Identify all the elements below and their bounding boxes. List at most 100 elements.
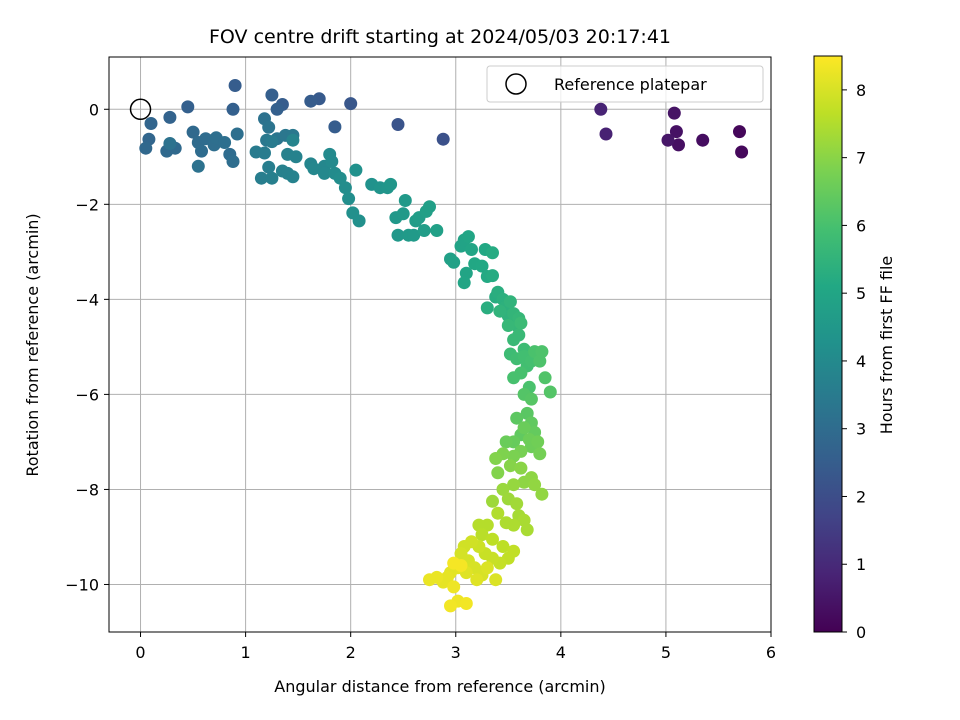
scatter-point	[486, 269, 499, 283]
scatter-point	[430, 224, 444, 237]
scatter-point	[501, 319, 515, 332]
plot-frame	[108, 56, 772, 633]
scatter-point	[338, 181, 352, 195]
y-tick-label: −4	[75, 290, 99, 309]
colorbar-ticks: 0 1 2 3 4 5 6 7 8	[842, 81, 866, 642]
scatter-points	[139, 79, 749, 613]
scatter-point	[398, 194, 412, 207]
scatter-point	[528, 478, 542, 492]
x-tick-label: 1	[241, 643, 251, 662]
scatter-point	[486, 532, 499, 546]
scatter-point	[507, 478, 521, 492]
scatter-point	[423, 200, 436, 214]
scatter-point	[594, 102, 608, 116]
scatter-point	[465, 243, 478, 256]
colorbar-tick-label: 4	[856, 352, 866, 371]
scatter-point	[195, 144, 208, 158]
scatter-point	[735, 145, 749, 159]
scatter-point	[535, 487, 549, 501]
legend-box	[486, 65, 764, 103]
scatter-point	[226, 102, 240, 116]
scatter-point	[496, 540, 510, 553]
scatter-point	[396, 207, 410, 221]
scatter-point	[181, 100, 195, 114]
scatter-point	[349, 163, 363, 177]
scatter-point	[533, 447, 547, 461]
scatter-point	[265, 88, 279, 102]
scatter-point	[489, 452, 503, 465]
legend: Reference platepar	[486, 65, 764, 103]
scatter-point	[599, 127, 613, 141]
scatter-point	[486, 246, 499, 260]
scatter-point	[447, 255, 461, 269]
y-tick-label: 0	[89, 100, 99, 119]
scatter-point	[480, 301, 494, 315]
scatter-point	[514, 461, 528, 475]
scatter-point	[475, 259, 489, 273]
y-tick-label: −2	[75, 195, 99, 214]
scatter-point	[265, 135, 279, 149]
scatter-point	[524, 392, 538, 406]
scatter-point	[507, 371, 521, 385]
scatter-point	[672, 138, 685, 152]
scatter-point	[325, 155, 339, 168]
colorbar-tick-label: 8	[856, 81, 866, 100]
scatter-point	[317, 166, 331, 180]
legend-entry-reference-platepar: Reference platepar	[554, 75, 707, 94]
scatter-point	[470, 573, 484, 587]
scatter-point	[228, 79, 242, 92]
scatter-point	[669, 125, 683, 139]
colorbar-gradient	[813, 55, 843, 633]
x-tick-label: 3	[451, 643, 461, 662]
colorbar-tick-label: 7	[856, 149, 866, 168]
scatter-point	[510, 411, 524, 425]
scatter-point	[344, 97, 358, 111]
scatter-point	[307, 162, 321, 176]
reference-platepar-marker	[129, 98, 152, 121]
scatter-point	[491, 506, 505, 520]
scatter-point	[447, 556, 461, 570]
x-tick-label: 0	[135, 643, 145, 662]
scatter-point	[417, 224, 431, 237]
scatter-point	[531, 435, 545, 449]
scatter-point	[144, 117, 158, 130]
scatter-point	[444, 599, 457, 613]
scatter-point	[139, 141, 153, 155]
scatter-point	[342, 192, 356, 206]
chart-title: FOV centre drift starting at 2024/05/03 …	[209, 26, 671, 48]
y-tick-label: −6	[75, 385, 99, 404]
y-tick-label: −8	[75, 480, 99, 499]
scatter-point	[535, 345, 549, 359]
scatter-point	[265, 171, 279, 185]
scatter-point	[254, 171, 268, 185]
scatter-point	[475, 528, 489, 542]
x-tick-label: 2	[346, 643, 356, 662]
colorbar-tick-label: 2	[856, 487, 866, 506]
scatter-point	[286, 133, 300, 147]
scatter-point	[262, 160, 276, 174]
scatter-point	[391, 228, 405, 242]
x-tick-label: 6	[766, 643, 776, 662]
scatter-point	[447, 580, 461, 594]
scatter-point	[163, 137, 177, 150]
scatter-point	[304, 94, 318, 108]
scatter-point	[491, 466, 505, 480]
scatter-point	[543, 385, 557, 399]
scatter-point	[191, 159, 205, 173]
scatter-point	[457, 276, 471, 290]
scatter-point	[352, 214, 366, 228]
scatter-point	[391, 118, 405, 131]
scatter-point	[512, 328, 526, 342]
scatter-point	[258, 146, 271, 160]
scatter-point	[493, 304, 507, 318]
x-axis-label: Angular distance from reference (arcmin)	[274, 677, 605, 696]
scatter-point	[328, 120, 342, 134]
scatter-point	[733, 125, 746, 139]
scatter-point	[538, 371, 552, 385]
scatter-point	[436, 132, 450, 146]
scatter-point	[163, 110, 177, 124]
colorbar-tick-label: 0	[856, 623, 866, 642]
scatter-point	[230, 127, 244, 141]
scatter-point	[661, 133, 675, 147]
